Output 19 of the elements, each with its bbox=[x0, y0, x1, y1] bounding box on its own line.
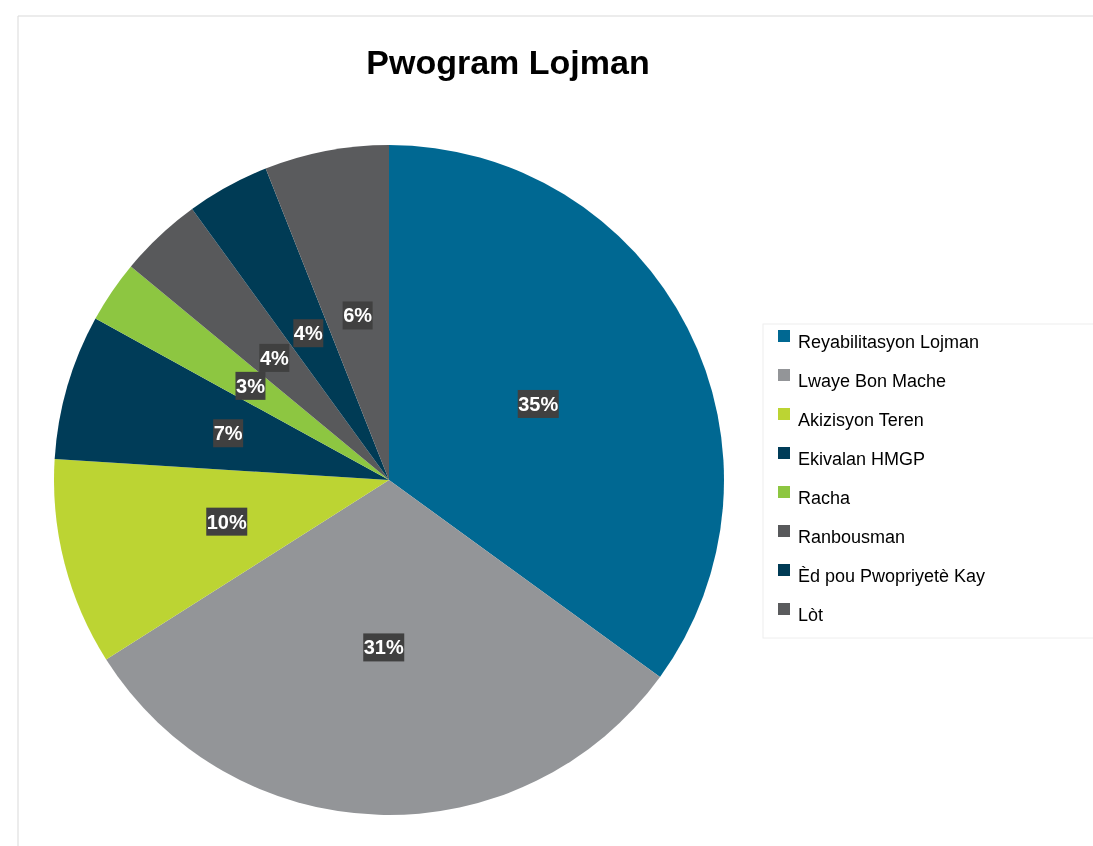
data-label: 7% bbox=[213, 422, 243, 445]
data-label: 35% bbox=[518, 392, 559, 415]
legend-label: Lòt bbox=[798, 605, 824, 625]
data-label: 4% bbox=[293, 322, 323, 345]
legend-label: Akizisyon Teren bbox=[798, 410, 924, 430]
data-label: 10% bbox=[206, 510, 247, 533]
data-label: 31% bbox=[363, 636, 404, 659]
legend-label: Ranbousman bbox=[798, 527, 906, 547]
legend-label: Ekivalan HMGP bbox=[798, 449, 926, 469]
data-label: 3% bbox=[236, 374, 266, 397]
pie-slice bbox=[95, 266, 389, 480]
legend-label: Lwaye Bon Mache bbox=[798, 371, 947, 391]
legend-label: Racha bbox=[798, 488, 852, 508]
legend-label: Èd pou Pwopriyetè Kay bbox=[798, 566, 986, 586]
legend-label: Reyabilitasyon Lojman bbox=[798, 332, 980, 352]
chart-title: Pwogram Lojman bbox=[366, 43, 650, 81]
data-label: 4% bbox=[259, 346, 290, 369]
data-label: 6% bbox=[343, 304, 373, 327]
pie-slice bbox=[106, 480, 661, 815]
